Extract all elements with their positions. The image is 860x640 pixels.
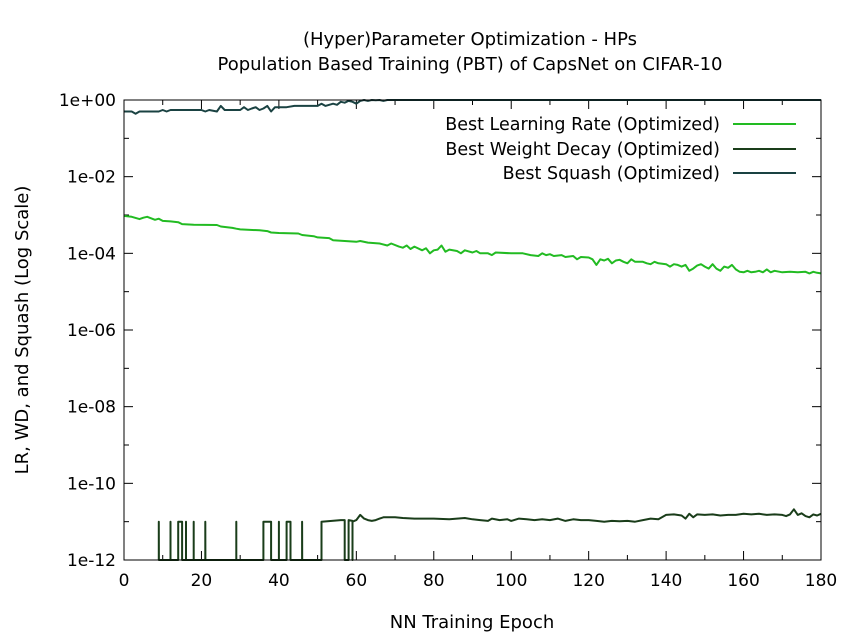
legend-label-weight-decay: Best Weight Decay (Optimized) bbox=[445, 140, 720, 160]
chart-title-line-1: (Hyper)Parameter Optimization - HPs bbox=[303, 29, 637, 50]
y-tick-label: 1e-10 bbox=[67, 474, 116, 494]
x-tick-label: 140 bbox=[650, 571, 682, 591]
x-tick-label: 100 bbox=[495, 571, 527, 591]
x-tick-label: 60 bbox=[346, 571, 368, 591]
y-tick-label: 1e+00 bbox=[59, 91, 116, 111]
x-tick-label: 40 bbox=[268, 571, 290, 591]
x-tick-label: 80 bbox=[423, 571, 445, 591]
y-tick-labels: 1e+00 1e-02 1e-04 1e-06 1e-08 1e-10 1e-1… bbox=[59, 91, 116, 571]
x-tick-label: 160 bbox=[727, 571, 759, 591]
legend-label-squash: Best Squash (Optimized) bbox=[503, 164, 720, 184]
chart-title-line-2: Population Based Training (PBT) of CapsN… bbox=[218, 54, 723, 75]
y-tick-label: 1e-04 bbox=[67, 244, 116, 264]
plot-frame bbox=[123, 99, 822, 561]
x-tick-label: 120 bbox=[572, 571, 604, 591]
y-tick-label: 1e-12 bbox=[67, 551, 116, 571]
x-tick-labels: 0 20 40 60 80 100 120 140 160 180 bbox=[119, 571, 838, 591]
legend-label-learning-rate: Best Learning Rate (Optimized) bbox=[445, 115, 720, 135]
series-line-learning-rate bbox=[123, 214, 822, 275]
x-tick-label: 0 bbox=[119, 571, 130, 591]
y-axis-label: LR, WD, and Squash (Log Scale) bbox=[12, 186, 33, 475]
y-tick-label: 1e-08 bbox=[67, 398, 116, 418]
legend: Best Learning Rate (Optimized) Best Weig… bbox=[445, 115, 796, 184]
x-tick-label: 180 bbox=[805, 571, 837, 591]
x-tick-label: 20 bbox=[191, 571, 213, 591]
x-axis-label: NN Training Epoch bbox=[390, 612, 555, 633]
y-tick-label: 1e-02 bbox=[67, 168, 116, 188]
y-tick-label: 1e-06 bbox=[67, 321, 116, 341]
series-line-weight-decay bbox=[157, 508, 822, 561]
